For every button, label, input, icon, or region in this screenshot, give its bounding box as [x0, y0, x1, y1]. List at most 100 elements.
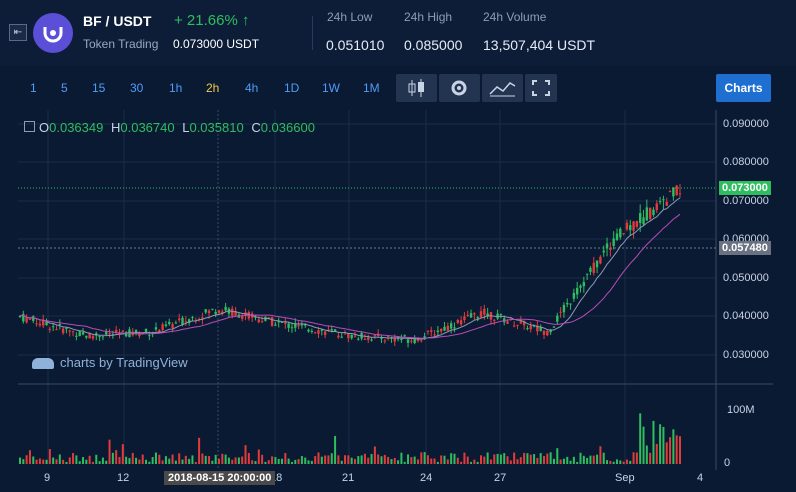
- stat-volume-value: 13,507,404 USDT: [483, 37, 596, 53]
- timeframe-4h[interactable]: 4h: [245, 81, 259, 95]
- candle-body: [406, 339, 410, 343]
- candle-body: [566, 302, 569, 305]
- candle-body: [168, 321, 171, 325]
- timeframe-2h[interactable]: 2h: [206, 81, 220, 95]
- timeframe-1m[interactable]: 1M: [363, 81, 380, 95]
- volume-bar: [672, 429, 675, 464]
- volume-bar: [622, 461, 625, 464]
- timeframe-15[interactable]: 15: [92, 81, 106, 95]
- volume-bar: [655, 443, 658, 464]
- timeframe-1[interactable]: 1: [30, 81, 37, 95]
- volume-bar: [569, 460, 572, 464]
- volume-bar: [131, 452, 134, 464]
- candle-body: [217, 310, 221, 314]
- volume-bar: [413, 456, 416, 464]
- settings-button[interactable]: [439, 74, 480, 102]
- candle-style-button[interactable]: [396, 74, 437, 102]
- volume-bars: [19, 413, 681, 464]
- candle-body: [420, 340, 423, 342]
- candle-body: [234, 311, 237, 316]
- volume-bar: [579, 452, 582, 464]
- fullscreen-button[interactable]: [525, 74, 557, 102]
- volume-bar: [536, 457, 539, 464]
- timeframe-30[interactable]: 30: [130, 81, 144, 95]
- volume-bar: [234, 457, 237, 464]
- candle-body: [154, 327, 158, 330]
- candle-body: [148, 335, 151, 337]
- volume-bar: [108, 439, 111, 464]
- volume-bar: [599, 446, 602, 464]
- volume-bar: [254, 461, 257, 464]
- candle-body: [257, 319, 260, 323]
- ticker-header: [0, 0, 796, 66]
- volume-bar: [231, 459, 234, 464]
- volume-bar: [284, 453, 287, 464]
- volume-bar: [91, 461, 94, 464]
- volume-bar: [476, 461, 479, 464]
- expand-icon: [532, 80, 550, 96]
- volume-bar: [25, 455, 28, 464]
- volume-bar: [526, 453, 529, 464]
- volume-bar: [509, 460, 512, 464]
- volume-bar: [337, 455, 340, 464]
- candle-body: [300, 324, 304, 326]
- volume-bar: [639, 413, 642, 464]
- volume-bar: [662, 426, 665, 464]
- candle-body: [277, 321, 280, 323]
- timeframe-1w[interactable]: 1W: [322, 81, 340, 95]
- stat-high-label: 24h High: [404, 10, 453, 24]
- candle-body: [479, 311, 483, 318]
- candle-body: [635, 221, 639, 227]
- volume-bar: [184, 455, 187, 464]
- candle-body: [367, 337, 370, 340]
- candle-body: [363, 338, 367, 340]
- volume-bar: [390, 459, 393, 464]
- candle-body: [396, 337, 400, 340]
- volume-bar: [552, 458, 555, 464]
- candle-body: [327, 329, 330, 331]
- timeframe-1h[interactable]: 1h: [169, 81, 183, 95]
- volume-bar: [111, 452, 114, 464]
- candle-body: [158, 330, 161, 333]
- pair-title: BF / USDT: [83, 13, 152, 29]
- timeframe-5[interactable]: 5: [61, 81, 68, 95]
- indicators-button[interactable]: [482, 74, 523, 102]
- candle-body: [68, 330, 71, 332]
- candle-body: [615, 233, 619, 240]
- volume-bar: [543, 456, 546, 464]
- volume-bar: [420, 452, 423, 464]
- volume-bar: [211, 460, 214, 464]
- last-price: 0.073000 USDT: [173, 37, 260, 51]
- volume-bar: [430, 458, 433, 464]
- volume-bar: [586, 457, 589, 464]
- volume-bar: [251, 460, 254, 464]
- collapse-sidebar-icon[interactable]: ⇤: [9, 24, 27, 41]
- price-tick: 0.070000: [723, 195, 769, 207]
- volume-bar: [181, 459, 184, 464]
- candle-body: [144, 328, 148, 332]
- candle-body: [473, 313, 476, 315]
- timeframe-1d[interactable]: 1D: [284, 81, 300, 95]
- candle-body: [672, 187, 675, 197]
- volume-bar: [576, 461, 579, 464]
- candle-body: [307, 329, 310, 332]
- volume-bar: [450, 453, 453, 464]
- price-chart[interactable]: [0, 110, 796, 492]
- volume-bar: [456, 457, 459, 464]
- volume-bar: [370, 453, 373, 464]
- candle-body: [459, 320, 463, 325]
- candle-body: [562, 304, 566, 313]
- volume-bar: [164, 456, 167, 464]
- volume-bar: [297, 459, 300, 464]
- volume-bar: [217, 458, 220, 464]
- volume-bar: [446, 459, 449, 464]
- candle-body: [91, 336, 95, 339]
- candle-body: [386, 336, 390, 338]
- candle-body: [347, 333, 350, 339]
- charts-button[interactable]: Charts: [716, 74, 771, 102]
- candle-body: [625, 222, 629, 230]
- volume-bar: [473, 459, 476, 464]
- candlestick-icon: [408, 79, 424, 97]
- stat-low-label: 24h Low: [327, 10, 373, 24]
- volume-bar: [52, 457, 55, 464]
